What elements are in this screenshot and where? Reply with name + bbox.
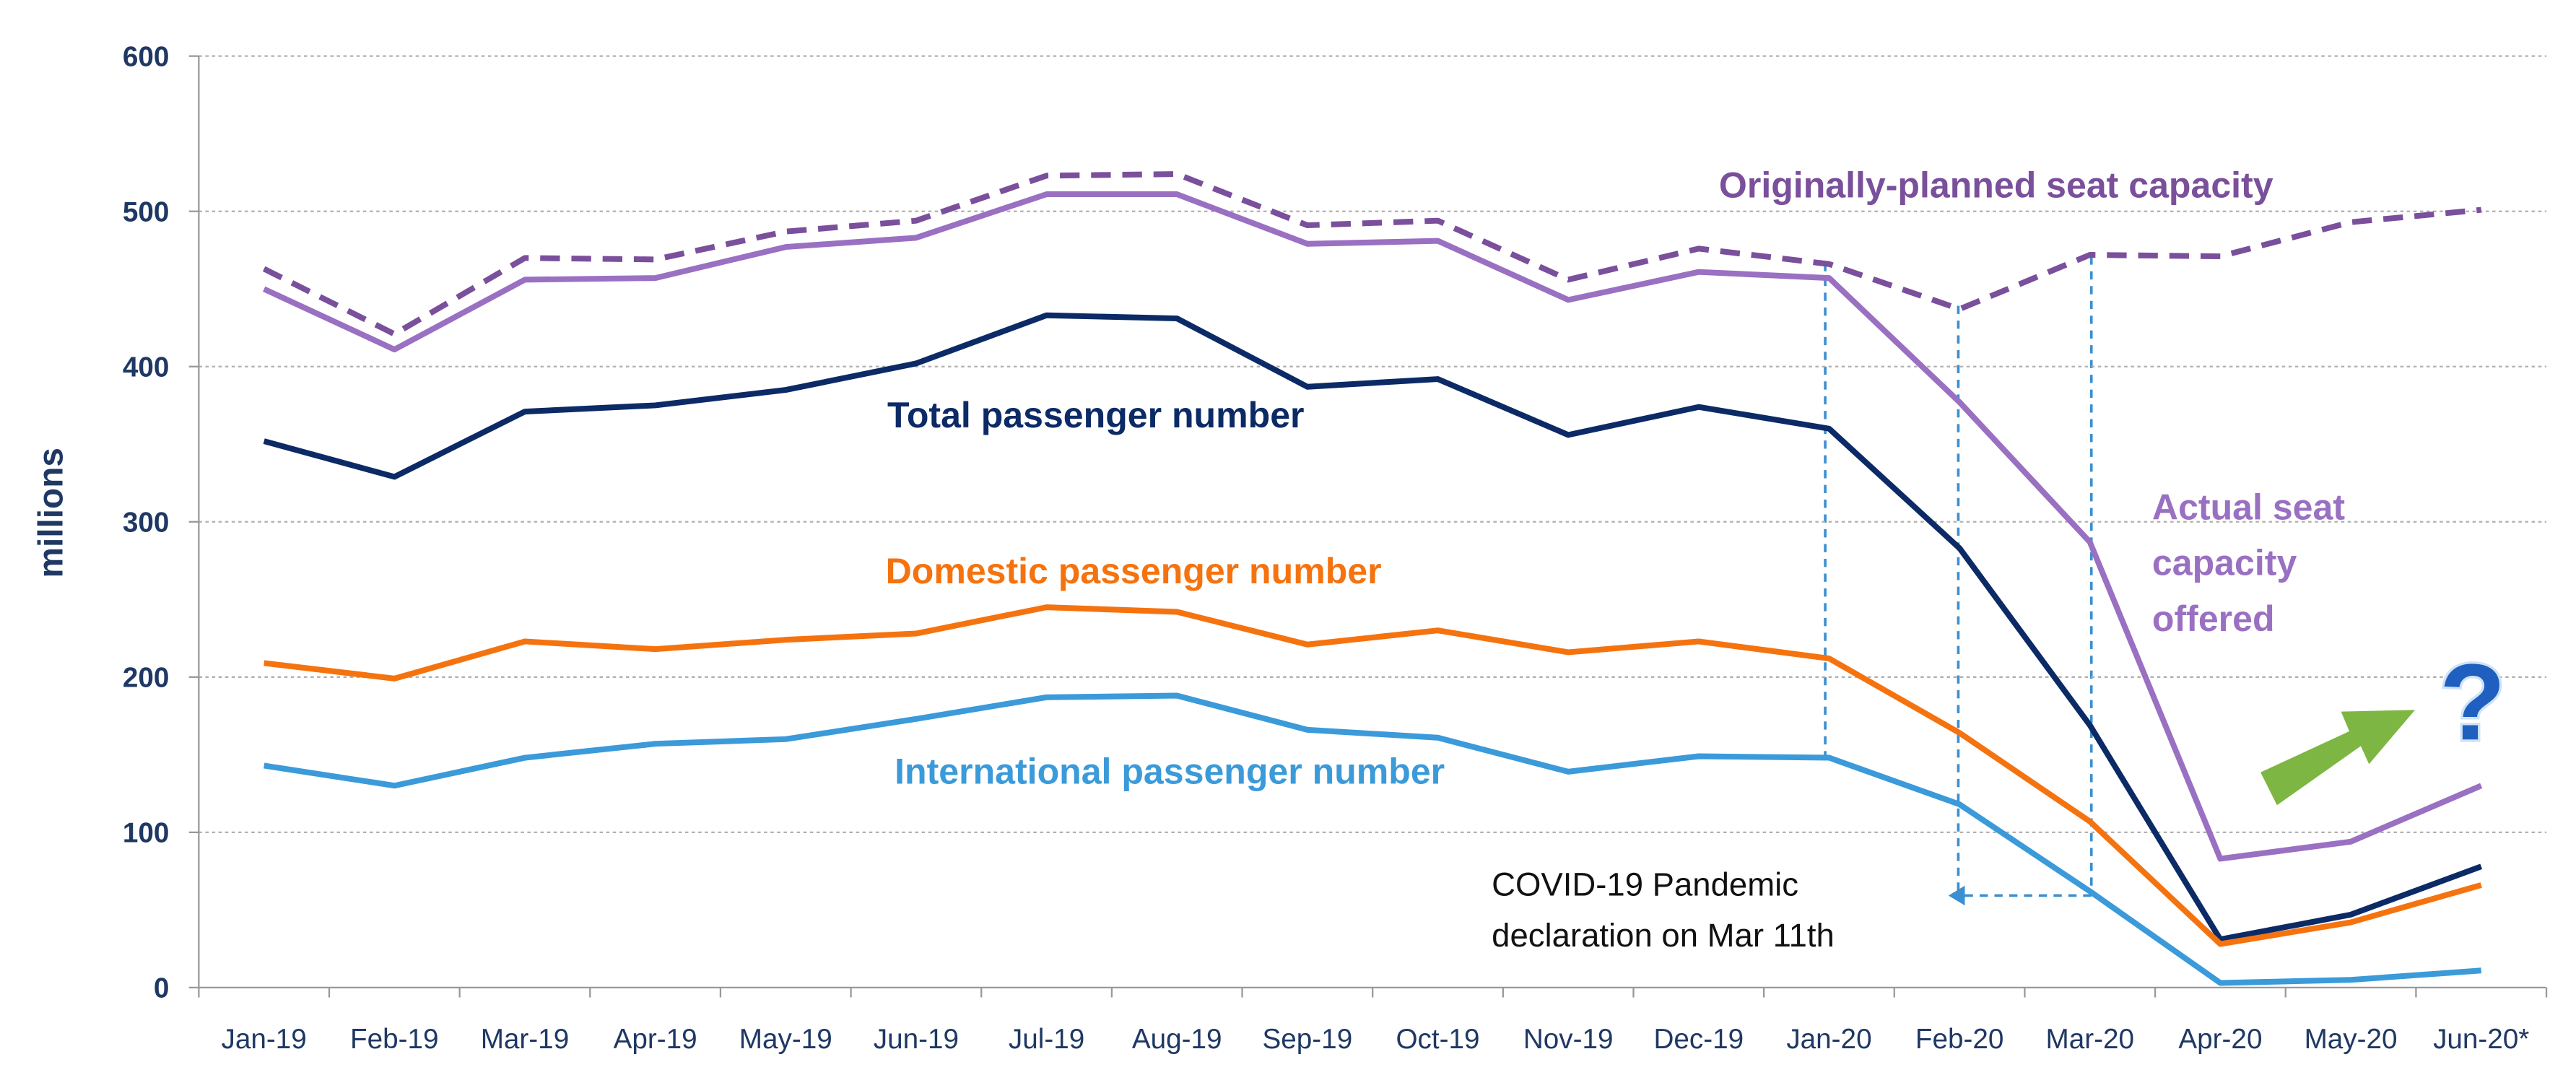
x-tick-label: Jan-20: [1786, 1024, 1871, 1055]
series-line: [262, 191, 2483, 862]
x-tick-label: Jan-19: [222, 1024, 307, 1055]
annotation: declaration on Mar 11th: [1492, 917, 1835, 954]
y-tick-label: 600: [123, 41, 170, 72]
x-tick-label: Jun-19: [874, 1024, 959, 1055]
series-line: [264, 604, 2482, 947]
x-tick-label: Nov-19: [1523, 1024, 1614, 1055]
series-line: [263, 312, 2483, 943]
y-tick-label: 200: [123, 662, 170, 693]
y-tick-label: 0: [154, 973, 170, 1004]
x-tick-label: Apr-19: [614, 1024, 697, 1055]
x-tick-label: Mar-19: [481, 1024, 570, 1055]
x-tick-label: Feb-20: [1915, 1024, 2004, 1055]
series-line: [264, 692, 2481, 986]
y-axis-label: millions: [32, 448, 70, 578]
annotation-symbol: ?: [2440, 641, 2506, 762]
y-tick-label: 500: [123, 196, 170, 227]
annotation: COVID-19 Pandemic: [1492, 866, 1798, 902]
x-tick-label: May-20: [2305, 1024, 2398, 1055]
covid-markers: [1824, 256, 2093, 897]
x-tick-label: Mar-20: [2046, 1024, 2135, 1055]
x-tick-label: Oct-19: [1396, 1024, 1479, 1055]
y-tick-label: 100: [123, 818, 170, 849]
trend-arrow: [2260, 710, 2415, 806]
x-tick-label: Feb-19: [350, 1024, 439, 1055]
series-label: Actual seat capacity offered: [2151, 486, 2346, 640]
series-label: International passenger number: [895, 752, 1445, 792]
y-tick-label: 400: [123, 352, 170, 383]
x-tick-label: Sep-19: [1263, 1024, 1353, 1055]
series-label: Total passenger number: [887, 395, 1305, 435]
x-tick-label: Jun-20*: [2433, 1024, 2529, 1055]
series-line: [262, 171, 2482, 337]
x-tick-label: May-19: [739, 1024, 832, 1055]
marker-arrowhead: [1948, 885, 1965, 906]
x-tick-label: Aug-19: [1132, 1024, 1222, 1055]
x-tick-label: Jul-19: [1009, 1024, 1084, 1055]
series-label: Originally-planned seat capacity: [1719, 165, 2273, 205]
y-tick-label: 300: [123, 507, 170, 538]
series-label: Domestic passenger number: [886, 551, 1382, 591]
series-label-text: Actual seat capacity offered: [2151, 486, 2346, 640]
x-tick-label: Apr-20: [2178, 1024, 2262, 1055]
x-tick-label: Dec-19: [1653, 1024, 1744, 1055]
